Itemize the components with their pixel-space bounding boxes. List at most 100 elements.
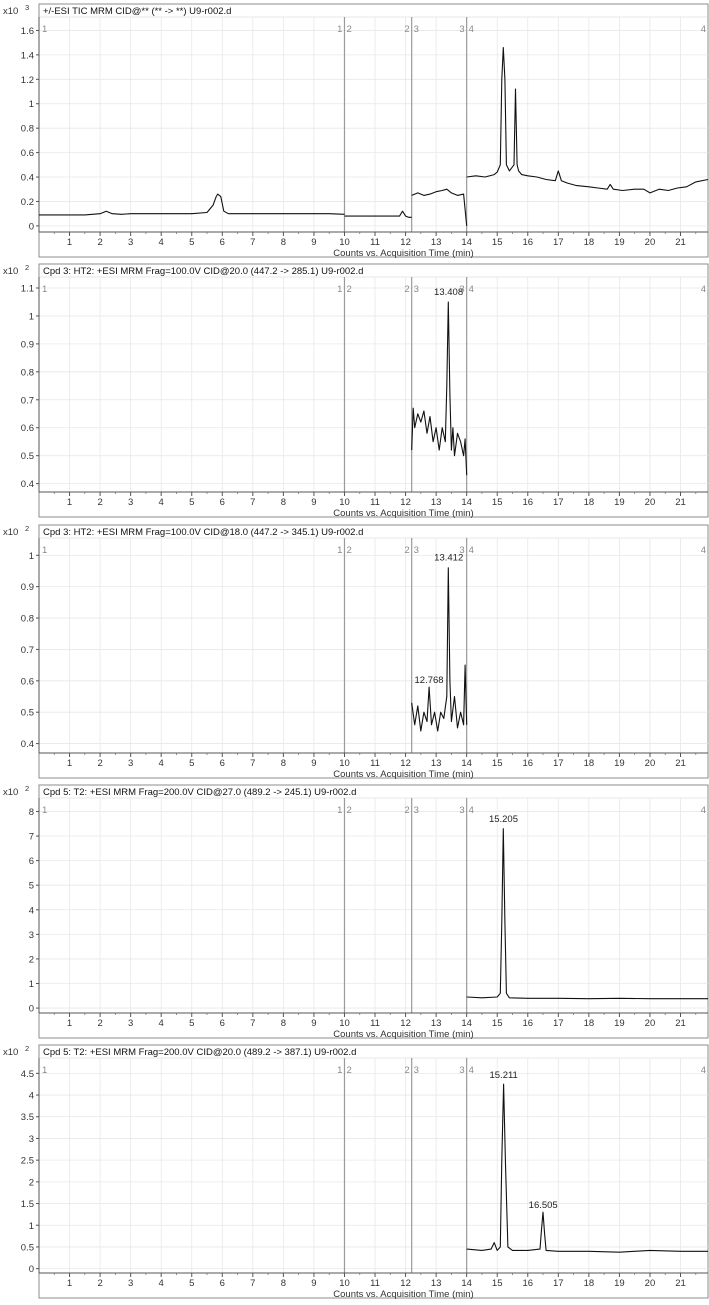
x-tick-label: 6 [220, 1018, 225, 1029]
x-tick-label: 2 [97, 1018, 102, 1029]
x-tick-label: 19 [614, 1278, 625, 1289]
series-line-3 [411, 188, 468, 226]
y-tick-label: 0.7 [21, 645, 34, 656]
segment-label-right: 3 [414, 545, 419, 556]
segment-label-right: 3 [414, 284, 419, 295]
x-tick-label: 7 [250, 1018, 255, 1029]
chart-panel-1: 1 2 2 3 3 41 41 2 3 4 5 6 7 8 9 10 11 12 13 14 15 16 17 18 19 20 2… [3, 3, 709, 259]
x-tick-label: 7 [250, 758, 255, 769]
x-tick-label: 18 [584, 497, 595, 508]
x-tick-label: 14 [461, 1018, 472, 1029]
x-tick-label: 1 [67, 237, 72, 248]
x-tick-label: 8 [281, 758, 286, 769]
x-tick-label: 9 [311, 1018, 316, 1029]
y-tick-label: 0.4 [21, 479, 34, 490]
x-tick-label: 2 [97, 758, 102, 769]
y-multiplier-exponent: 2 [25, 263, 29, 272]
series-line-1 [466, 1083, 708, 1253]
x-tick-label: 7 [250, 497, 255, 508]
edge-label-left: 1 [42, 805, 47, 816]
x-tick-label: 20 [645, 497, 656, 508]
edge-label-right: 4 [701, 24, 706, 35]
x-tick-label: 1 [67, 1278, 72, 1289]
x-tick-label: 7 [250, 237, 255, 248]
y-multiplier-exponent: 2 [25, 1044, 29, 1053]
x-tick-label: 6 [220, 497, 225, 508]
segment-label-right: 4 [469, 805, 474, 816]
segment-label-right: 3 [414, 24, 419, 35]
x-tick-label: 16 [522, 1018, 533, 1029]
segment-label-right: 3 [414, 805, 419, 816]
plot-frame [38, 524, 709, 779]
x-tick-label: 16 [522, 758, 533, 769]
y-tick-label: 0.7 [21, 395, 34, 406]
y-tick-label: 4 [29, 1091, 34, 1102]
y-tick-label: 3 [29, 930, 34, 941]
x-tick-label: 12 [400, 1278, 411, 1289]
x-tick-label: 17 [553, 237, 564, 248]
x-tick-label: 1 [67, 497, 72, 508]
y-tick-label: 0.8 [21, 124, 34, 135]
y-tick-label: 3.5 [21, 1112, 34, 1123]
x-tick-label: 6 [220, 758, 225, 769]
x-tick-label: 16 [522, 1278, 533, 1289]
x-tick-label: 7 [250, 1278, 255, 1289]
edge-label-left: 1 [42, 545, 47, 556]
y-tick-label: 0.5 [21, 1242, 34, 1253]
y-tick-label: 2 [29, 954, 34, 965]
y-tick-label: 7 [29, 832, 34, 843]
y-tick-label: 0.4 [21, 173, 34, 184]
segment-label-right: 4 [469, 1065, 474, 1076]
segment-label-right: 3 [414, 1065, 419, 1076]
peak-label: 13.408 [434, 287, 463, 298]
segment-label-right: 2 [346, 284, 351, 295]
x-tick-label: 10 [339, 497, 350, 508]
x-tick-label: 15 [492, 1278, 503, 1289]
segment-label-left: 2 [404, 284, 409, 295]
edge-label-right: 4 [701, 545, 706, 556]
x-tick-label: 21 [675, 237, 686, 248]
x-tick-label: 2 [97, 237, 102, 248]
y-tick-label: 1.5 [21, 1199, 34, 1210]
series-line-1 [411, 301, 468, 476]
series-line-1 [411, 567, 468, 732]
x-tick-label: 19 [614, 758, 625, 769]
peak-label: 16.505 [529, 1200, 558, 1211]
segment-label-left: 1 [337, 24, 342, 35]
x-tick-label: 4 [159, 758, 164, 769]
segment-label-right: 2 [346, 1065, 351, 1076]
x-tick-label: 12 [400, 1018, 411, 1029]
x-tick-label: 21 [675, 497, 686, 508]
chart-title: Cpd 5: T2: +ESI MRM Frag=200.0V CID@27.0… [43, 787, 356, 798]
chart-title: +/-ESI TIC MRM CID@** (** -> **) U9-r002… [43, 6, 231, 17]
segment-label-left: 1 [337, 805, 342, 816]
x-tick-label: 4 [159, 1018, 164, 1029]
edge-label-right: 4 [701, 1065, 706, 1076]
x-tick-label: 11 [370, 758, 380, 769]
edge-label-right: 4 [701, 284, 706, 295]
y-tick-label: 0.5 [21, 708, 34, 719]
y-tick-label: 0 [29, 1004, 34, 1015]
x-tick-label: 1 [67, 1018, 72, 1029]
x-tick-label: 9 [311, 1278, 316, 1289]
x-tick-label: 15 [492, 497, 503, 508]
x-axis-label: Counts vs. Acquisition Time (min) [333, 248, 473, 259]
y-tick-label: 0.6 [21, 423, 34, 434]
x-tick-label: 3 [128, 497, 133, 508]
segment-label-left: 2 [404, 24, 409, 35]
x-tick-label: 18 [584, 237, 595, 248]
x-tick-label: 13 [431, 237, 442, 248]
y-multiplier: x10 [3, 1047, 18, 1058]
x-tick-label: 20 [645, 758, 656, 769]
y-multiplier: x10 [3, 527, 18, 538]
y-multiplier-exponent: 3 [25, 3, 29, 12]
x-tick-label: 19 [614, 497, 625, 508]
x-tick-label: 14 [461, 758, 472, 769]
x-tick-label: 3 [128, 237, 133, 248]
y-tick-label: 0.8 [21, 367, 34, 378]
x-tick-label: 6 [220, 237, 225, 248]
segment-label-left: 2 [404, 545, 409, 556]
y-tick-label: 2.5 [21, 1156, 34, 1167]
